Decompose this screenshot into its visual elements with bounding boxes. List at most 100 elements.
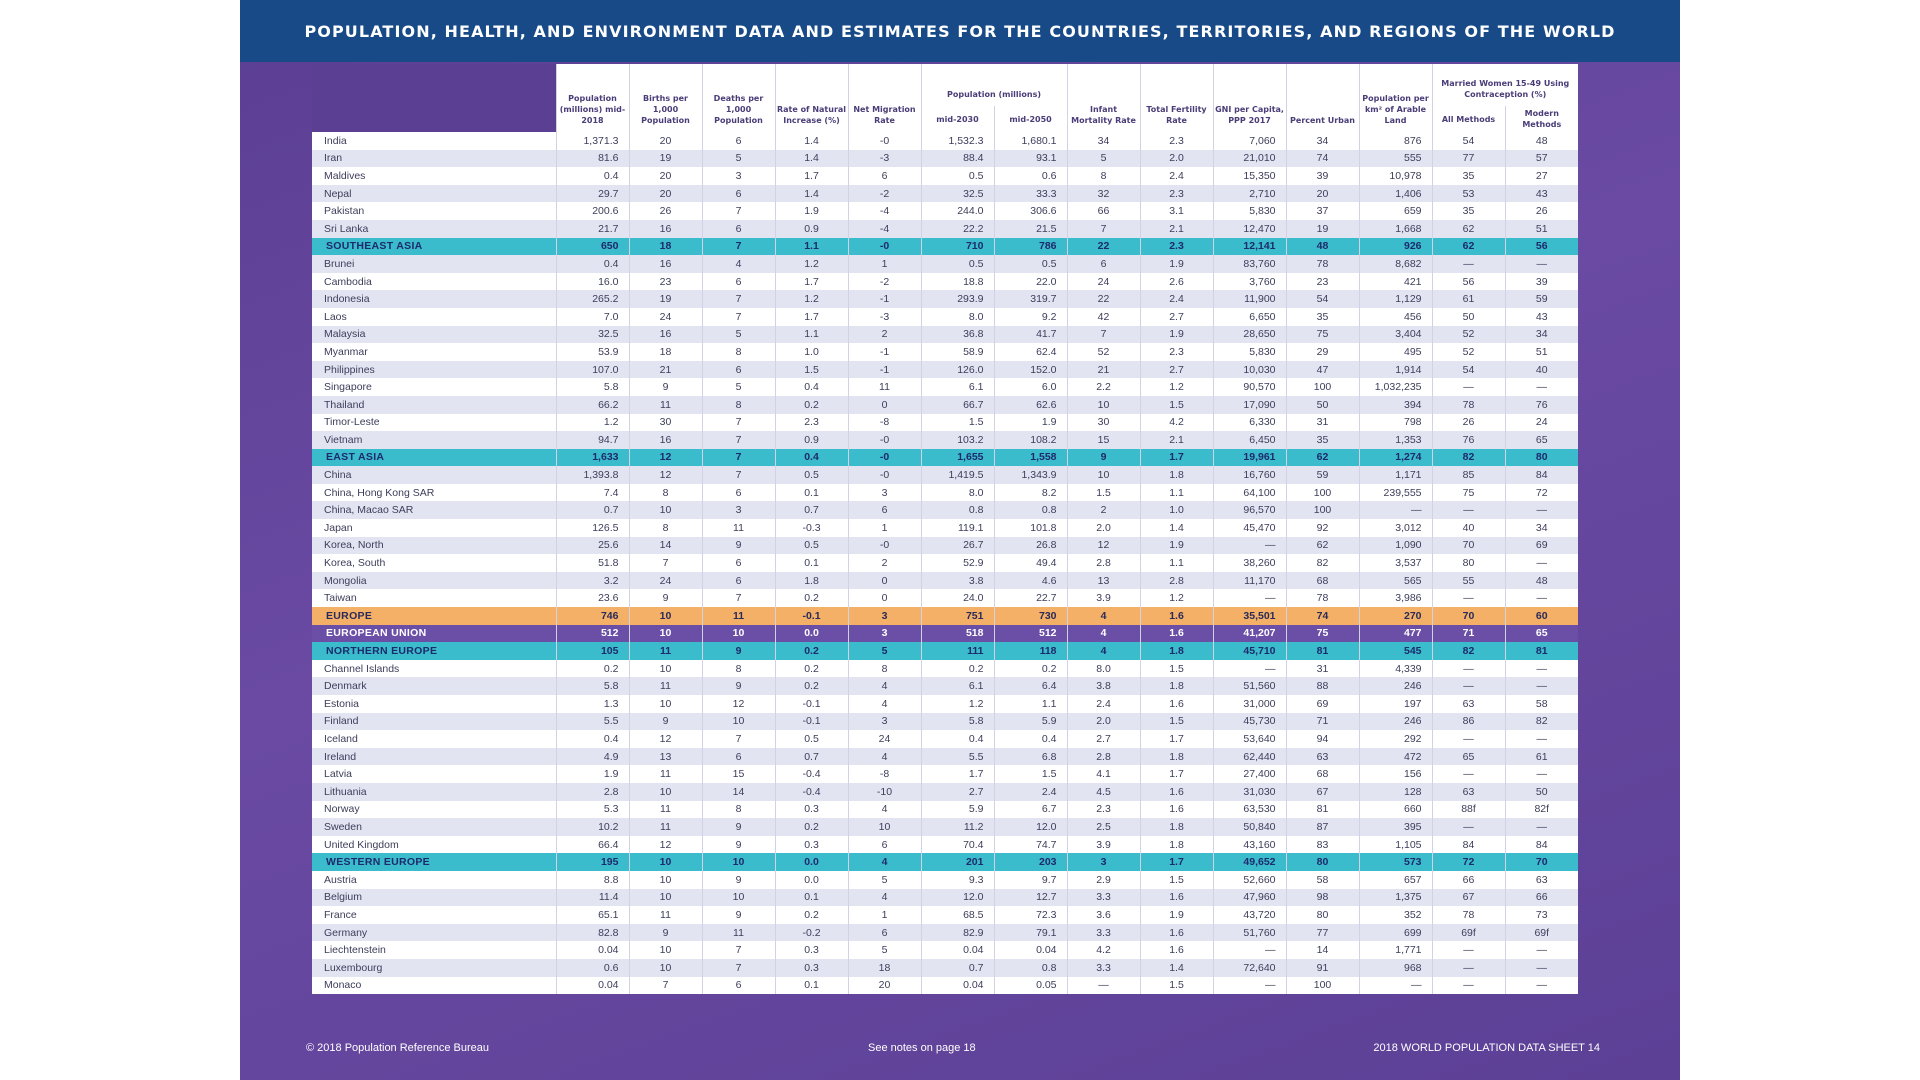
cell-name: Timor-Leste — [324, 416, 380, 429]
cell-modern-methods: 69f — [1504, 923, 1579, 942]
cell-pop-2030: 293.9 — [920, 290, 994, 308]
cell-rni: 1.2 — [774, 255, 848, 273]
cell-migration: 6 — [847, 167, 921, 185]
cell-urban: 48 — [1285, 237, 1360, 256]
cell-gni: 38,260 — [1212, 554, 1287, 572]
cell-pop-2018: 29.7 — [555, 184, 629, 203]
cell-tfr: 1.4 — [1139, 958, 1214, 977]
table-row: Monaco 0.04 7 6 0.1 20 0.04 0.05—1.5—100— — — — [312, 976, 1579, 995]
cell-rni: 1.4 — [774, 132, 848, 150]
cell-deaths: 9 — [701, 818, 775, 836]
cell-rni: 0.7 — [774, 501, 848, 520]
cell-gni: 35,501 — [1212, 607, 1287, 625]
cell-imr: — — [1066, 976, 1141, 995]
cell-deaths: 6 — [701, 360, 775, 379]
cell-density: 239,555 — [1358, 483, 1433, 502]
cell-deaths: 9 — [701, 835, 775, 854]
cell-modern-methods: 69 — [1504, 536, 1579, 555]
cell-name: Lithuania — [324, 785, 367, 798]
cell-density: 197 — [1358, 695, 1433, 713]
cell-imr: 2.3 — [1066, 800, 1141, 819]
cell-births: 8 — [628, 519, 702, 537]
cell-name: Finland — [324, 715, 359, 728]
cell-urban: 75 — [1285, 624, 1360, 643]
cell-all-methods: 66 — [1431, 870, 1506, 889]
cell-pop-2030: 66.7 — [920, 395, 994, 414]
cell-migration: 3 — [847, 712, 921, 731]
cell-pop-2050: 0.04 — [993, 941, 1068, 959]
cell-name: Austria — [324, 873, 357, 886]
cell-imr: 32 — [1066, 184, 1141, 203]
cell-pop-2018: 4.9 — [555, 747, 629, 766]
cell-migration: -4 — [847, 202, 921, 220]
cell-modern-methods: — — [1504, 765, 1579, 783]
cell-pop-2018: 65.1 — [555, 906, 629, 924]
cell-imr: 6 — [1066, 255, 1141, 273]
cell-pop-2018: 81.6 — [555, 149, 629, 168]
cell-all-methods: 62 — [1431, 237, 1506, 256]
cell-imr: 3.8 — [1066, 677, 1141, 695]
cell-pop-2018: 1.3 — [555, 695, 629, 713]
cell-imr: 2.7 — [1066, 730, 1141, 748]
cell-modern-methods: — — [1504, 659, 1579, 678]
cell-rni: 0.1 — [774, 888, 848, 907]
cell-imr: 13 — [1066, 571, 1141, 590]
cell-tfr: 2.7 — [1139, 307, 1214, 326]
footer-notes: See notes on page 18 — [868, 1042, 976, 1054]
cell-deaths: 9 — [701, 642, 775, 660]
cell-name: Belgium — [324, 891, 362, 904]
cell-urban: 80 — [1285, 853, 1360, 871]
cell-pop-2030: 6.1 — [920, 378, 994, 396]
cell-births: 12 — [628, 448, 702, 467]
cell-migration: 6 — [847, 923, 921, 942]
table-row: Vietnam 94.7 16 7 0.9 -0 103.2 108.2 15 2.1 6,450 3… — [312, 431, 1579, 449]
cell-pop-2050: 4.6 — [993, 571, 1068, 590]
cell-urban: 83 — [1285, 835, 1360, 854]
table-row: Singapore 5.8 9 5 0.4 11 6.1 6.0 2.2 1.2 90,570 100… — [312, 378, 1579, 396]
cell-pop-2030: 52.9 — [920, 554, 994, 572]
cell-density: 270 — [1358, 607, 1433, 625]
cell-modern-methods: 43 — [1504, 307, 1579, 326]
cell-pop-2050: 319.7 — [993, 290, 1068, 308]
cell-rni: 1.4 — [774, 149, 848, 168]
cell-tfr: 1.6 — [1139, 888, 1214, 907]
cell-births: 20 — [628, 132, 702, 150]
cell-pop-2030: 9.3 — [920, 870, 994, 889]
cell-urban: 34 — [1285, 132, 1360, 150]
cell-all-methods: — — [1431, 677, 1506, 695]
cell-tfr: 1.5 — [1139, 712, 1214, 731]
cell-migration: 1 — [847, 255, 921, 273]
cell-imr: 4 — [1066, 607, 1141, 625]
cell-migration: 5 — [847, 870, 921, 889]
cell-tfr: 1.9 — [1139, 255, 1214, 273]
cell-name: Myanmar — [324, 345, 368, 358]
cell-deaths: 7 — [701, 431, 775, 449]
cell-gni: 53,640 — [1212, 730, 1287, 748]
cell-pop-2050: 0.2 — [993, 659, 1068, 678]
cell-migration: -1 — [847, 343, 921, 361]
cell-tfr: 1.8 — [1139, 642, 1214, 660]
cell-births: 12 — [628, 835, 702, 854]
cell-tfr: 2.4 — [1139, 290, 1214, 308]
cell-pop-2018: 8.8 — [555, 870, 629, 889]
cell-births: 24 — [628, 571, 702, 590]
cell-migration: 6 — [847, 835, 921, 854]
cell-tfr: 4.2 — [1139, 413, 1214, 432]
cell-urban: 78 — [1285, 255, 1360, 273]
cell-all-methods: 63 — [1431, 695, 1506, 713]
cell-gni: 83,760 — [1212, 255, 1287, 273]
cell-all-methods: 71 — [1431, 624, 1506, 643]
cell-tfr: 1.2 — [1139, 378, 1214, 396]
cell-births: 10 — [628, 695, 702, 713]
cell-density: 1,668 — [1358, 219, 1433, 238]
cell-tfr: 1.6 — [1139, 941, 1214, 959]
cell-modern-methods: 43 — [1504, 184, 1579, 203]
cell-name: NORTHERN EUROPE — [312, 642, 556, 660]
header-pop-2018: Population (millions) mid-2018 — [555, 64, 629, 132]
cell-imr: 22 — [1066, 290, 1141, 308]
cell-imr: 3.6 — [1066, 906, 1141, 924]
cell-pop-2050: 74.7 — [993, 835, 1068, 854]
cell-urban: 50 — [1285, 395, 1360, 414]
cell-pop-2030: 710 — [920, 237, 994, 256]
cell-deaths: 8 — [701, 800, 775, 819]
